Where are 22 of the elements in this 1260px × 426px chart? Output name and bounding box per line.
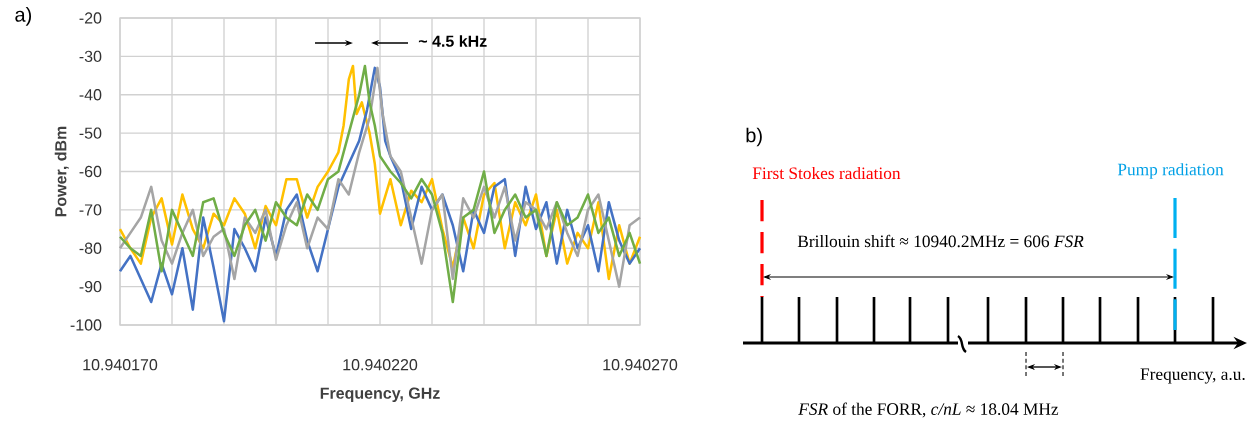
- y-tick-label: -70: [79, 204, 102, 216]
- text: First Stokes radiation: [752, 166, 901, 180]
- text: Brillouin shift ≈ 10940.2MHz = 606 FSR: [797, 234, 1084, 248]
- x-tick-label: 10.940170: [83, 359, 158, 371]
- x-tick-label: 10.940270: [603, 359, 678, 371]
- y-tick-label: -20: [79, 12, 102, 24]
- y-tick-label: -30: [79, 50, 102, 63]
- chart-title: a): [15, 7, 32, 26]
- y-tick-label: -100: [70, 319, 102, 331]
- y-axis-title: Power, dBm: [54, 126, 69, 217]
- x-tick-label: 10.940220: [343, 359, 418, 371]
- text: b): [746, 127, 762, 147]
- annotation: ~ 4.5 kHz: [418, 35, 487, 47]
- y-tick-label: -90: [79, 280, 102, 293]
- text: Frequency, a.u.: [1140, 368, 1245, 384]
- y-tick-label: -60: [79, 165, 102, 178]
- text: FSR of the FORR, c/nL ≈ 18.04 MHz: [798, 402, 1059, 418]
- text: Pump radiation: [1117, 163, 1224, 179]
- y-tick-label: -50: [79, 127, 102, 139]
- y-tick-label: -80: [79, 242, 102, 254]
- x-axis-title: Frequency, GHz: [320, 387, 440, 403]
- y-tick-label: -40: [79, 89, 102, 101]
